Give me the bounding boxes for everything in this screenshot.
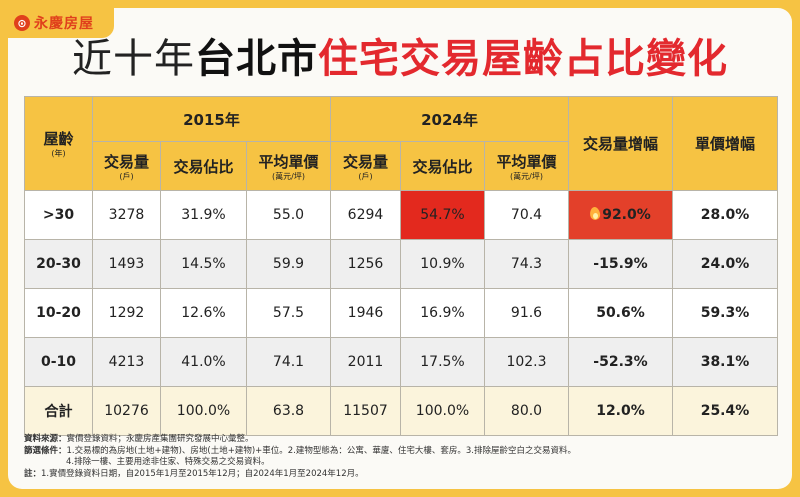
note-remark: 註：1.實價登錄資料日期，自2015年1月至2015年12月；自2024年1月至… — [24, 468, 364, 479]
cell-share-2015: 41.0% — [160, 337, 247, 387]
cell-share-2024: 10.9% — [400, 239, 485, 289]
cell-share-2015: 31.9% — [160, 190, 247, 240]
fire-icon — [590, 207, 600, 220]
title-part-city: 台北市 — [195, 36, 318, 82]
cell-volume-growth: 12.0% — [568, 386, 673, 436]
cell-price-2015: 59.9 — [246, 239, 331, 289]
cell-price-2024: 91.6 — [484, 288, 569, 338]
cell-price-2024: 70.4 — [484, 190, 569, 240]
table-row: >30 3278 31.9% 55.0 6294 54.7% 70.4 92.0… — [24, 190, 778, 240]
note-filter: 篩選條件：1.交易標的為房地(土地+建物)、房地(土地+建物)+車位。2.建物型… — [24, 445, 576, 456]
cell-share-2015: 100.0% — [160, 386, 247, 436]
cell-share-2024: 16.9% — [400, 288, 485, 338]
page-title: 近十年台北市住宅交易屋齡占比變化 — [0, 30, 800, 88]
title-part-decade: 近十年 — [72, 36, 195, 82]
cell-volume-growth: 50.6% — [568, 288, 673, 338]
subheader-price-2015: 平均單價 (萬元/坪) — [246, 141, 331, 191]
cell-age: 10-20 — [24, 288, 93, 338]
cell-volume-2015: 1292 — [92, 288, 161, 338]
cell-volume-2024: 2011 — [330, 337, 401, 387]
cell-age: >30 — [24, 190, 93, 240]
cell-price-2015: 57.5 — [246, 288, 331, 338]
data-table: 屋齡 (年) 2015年 2024年 交易量增幅 單價增幅 交易量 (戶) 交易佔… — [24, 96, 778, 436]
cell-price-2024: 80.0 — [484, 386, 569, 436]
cell-share-2015: 12.6% — [160, 288, 247, 338]
subheader-share-2024: 交易佔比 — [400, 141, 485, 191]
cell-age: 20-30 — [24, 239, 93, 289]
brand-logo-icon: ⊙ — [14, 15, 30, 31]
cell-volume-2015: 1493 — [92, 239, 161, 289]
cell-share-2024: 17.5% — [400, 337, 485, 387]
subheader-volume-2024: 交易量 (戶) — [330, 141, 401, 191]
cell-price-2015: 63.8 — [246, 386, 331, 436]
note-filter-continued: 4.排除一樓、主要用途非住家、特殊交易之交易資料。 — [66, 457, 270, 467]
cell-price-2024: 102.3 — [484, 337, 569, 387]
cell-price-2024: 74.3 — [484, 239, 569, 289]
table-row-total: 合計 10276 100.0% 63.8 11507 100.0% 80.0 1… — [24, 386, 778, 436]
cell-volume-2024: 1946 — [330, 288, 401, 338]
header-price-growth: 單價增幅 — [672, 96, 778, 191]
cell-volume-2015: 3278 — [92, 190, 161, 240]
cell-volume-2024: 6294 — [330, 190, 401, 240]
cell-price-growth: 24.0% — [672, 239, 778, 289]
table-row: 10-20 1292 12.6% 57.5 1946 16.9% 91.6 50… — [24, 288, 778, 338]
footnotes: 資料來源：實價登錄資料；永慶房產集團研究發展中心彙整。 篩選條件：1.交易標的為… — [24, 434, 784, 480]
cell-volume-2024: 1256 — [330, 239, 401, 289]
title-part-topic: 住宅交易屋齡占比變化 — [318, 36, 728, 82]
cell-volume-2024: 11507 — [330, 386, 401, 436]
cell-price-growth: 59.3% — [672, 288, 778, 338]
cell-share-2015: 14.5% — [160, 239, 247, 289]
subheader-volume-2015: 交易量 (戶) — [92, 141, 161, 191]
cell-price-2015: 74.1 — [246, 337, 331, 387]
subheader-share-2015: 交易佔比 — [160, 141, 247, 191]
cell-price-growth: 28.0% — [672, 190, 778, 240]
cell-price-2015: 55.0 — [246, 190, 331, 240]
note-source: 資料來源：實價登錄資料；永慶房產集團研究發展中心彙整。 — [24, 434, 254, 444]
cell-volume-growth: -15.9% — [568, 239, 673, 289]
subheader-price-2024: 平均單價 (萬元/坪) — [484, 141, 569, 191]
cell-price-growth: 25.4% — [672, 386, 778, 436]
cell-age: 0-10 — [24, 337, 93, 387]
cell-volume-2015: 10276 — [92, 386, 161, 436]
header-volume-growth: 交易量增幅 — [568, 96, 673, 191]
cell-volume-2015: 4213 — [92, 337, 161, 387]
header-year-2015: 2015年 — [92, 96, 331, 142]
cell-volume-growth: -52.3% — [568, 337, 673, 387]
cell-share-2024: 100.0% — [400, 386, 485, 436]
brand-tab: ⊙ 永慶房屋 — [8, 8, 114, 38]
table-row: 0-10 4213 41.0% 74.1 2011 17.5% 102.3 -5… — [24, 337, 778, 387]
header-age: 屋齡 (年) — [24, 96, 93, 191]
cell-share-2024-highlight: 54.7% — [400, 190, 485, 240]
cell-volume-growth-highlight: 92.0% — [568, 190, 673, 240]
brand-name: 永慶房屋 — [34, 16, 94, 32]
header-year-2024: 2024年 — [330, 96, 569, 142]
table-row: 20-30 1493 14.5% 59.9 1256 10.9% 74.3 -1… — [24, 239, 778, 289]
cell-price-growth: 38.1% — [672, 337, 778, 387]
cell-age: 合計 — [24, 386, 93, 436]
